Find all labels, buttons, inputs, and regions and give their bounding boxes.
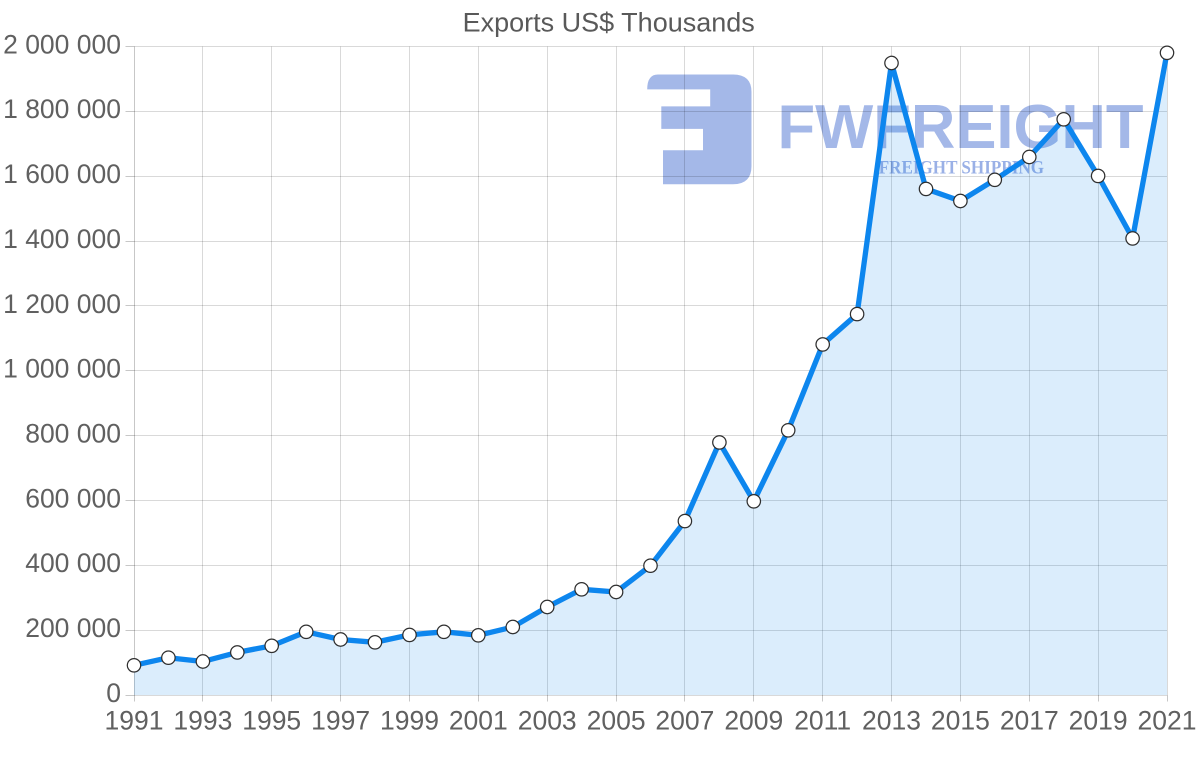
svg-text:1991: 1991 [105, 706, 164, 736]
svg-text:1 400 000: 1 400 000 [3, 224, 121, 254]
svg-text:1993: 1993 [173, 706, 232, 736]
svg-text:2007: 2007 [655, 706, 714, 736]
svg-text:2017: 2017 [1000, 706, 1059, 736]
svg-text:2021: 2021 [1138, 706, 1197, 736]
svg-text:2019: 2019 [1069, 706, 1128, 736]
svg-text:1 200 000: 1 200 000 [3, 289, 121, 319]
svg-text:2009: 2009 [724, 706, 783, 736]
svg-text:2015: 2015 [931, 706, 990, 736]
svg-text:400 000: 400 000 [25, 548, 121, 578]
svg-text:1997: 1997 [311, 706, 370, 736]
svg-text:2 000 000: 2 000 000 [3, 29, 121, 59]
svg-text:1 600 000: 1 600 000 [3, 159, 121, 189]
svg-text:1 000 000: 1 000 000 [3, 354, 121, 384]
svg-text:Exports US$ Thousands: Exports US$ Thousands [463, 7, 755, 37]
svg-text:2011: 2011 [794, 706, 851, 736]
svg-text:600 000: 600 000 [25, 483, 121, 513]
svg-text:2013: 2013 [862, 706, 921, 736]
svg-text:1 800 000: 1 800 000 [3, 94, 121, 124]
svg-text:2003: 2003 [518, 706, 577, 736]
svg-text:2001: 2001 [449, 706, 508, 736]
svg-text:1999: 1999 [380, 706, 439, 736]
svg-text:1995: 1995 [242, 706, 301, 736]
svg-text:0: 0 [106, 678, 121, 708]
svg-text:2005: 2005 [587, 706, 646, 736]
svg-text:800 000: 800 000 [25, 419, 121, 449]
svg-text:200 000: 200 000 [25, 613, 121, 643]
